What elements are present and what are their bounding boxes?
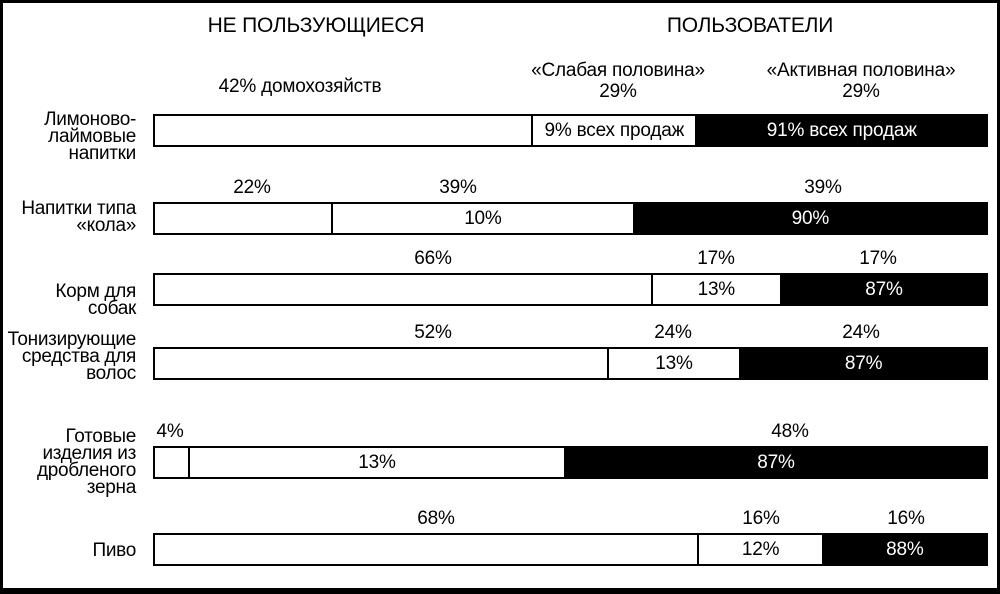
segment-top-label: 52% xyxy=(414,322,452,343)
segment-nonusers xyxy=(155,116,531,145)
stacked-bar: 13% 87% xyxy=(153,446,988,479)
segment-weak-half: 9% всех продаж xyxy=(531,116,695,145)
stacked-bar: 10% 90% xyxy=(153,202,988,235)
segment-weak-half: 13% xyxy=(606,349,739,378)
active-half-value: 29% xyxy=(842,81,880,102)
category-label: Корм для собак xyxy=(55,281,136,319)
column-header-nonusers: НЕ ПОЛЬЗУЮЩИЕСЯ xyxy=(207,14,425,37)
segment-top-label: 17% xyxy=(697,248,735,269)
stacked-bar: 13% 87% xyxy=(153,273,988,306)
segment-top-label: 39% xyxy=(804,177,842,198)
weak-half-header: «Слабая половина» 29% xyxy=(531,60,705,102)
segment-top-label: 24% xyxy=(654,322,692,343)
segment-active-half: 90% xyxy=(632,204,986,233)
weak-half-title: «Слабая половина» xyxy=(531,60,705,81)
category-label: Готовые изделия из дробленого зерна xyxy=(36,426,136,498)
segment-nonusers xyxy=(155,535,697,564)
segment-top-label: 66% xyxy=(414,248,452,269)
segment-active-half: 87% xyxy=(739,349,986,378)
segment-weak-half: 13% xyxy=(187,448,564,477)
category-label: Напитки типа «кола» xyxy=(21,198,136,236)
category-label: Тонизирующие средства для волос xyxy=(7,329,137,384)
segment-weak-half: 13% xyxy=(650,275,780,304)
segment-top-label: 16% xyxy=(742,508,780,529)
category-label: Лимоново-лаймовые напитки xyxy=(44,109,136,164)
category-label: Пиво xyxy=(92,540,136,561)
segment-top-label: 48% xyxy=(771,421,809,442)
segment-active-half: 91% всех продаж xyxy=(695,116,987,145)
segment-weak-half: 10% xyxy=(331,204,633,233)
column-header-users: ПОЛЬЗОВАТЕЛИ xyxy=(666,14,834,37)
segment-top-label: 4% xyxy=(156,421,184,442)
active-half-title: «Активная половина» xyxy=(766,60,956,81)
segment-nonusers xyxy=(155,204,331,233)
segment-nonusers xyxy=(155,448,188,477)
segment-top-label: 16% xyxy=(887,508,925,529)
segment-nonusers xyxy=(155,349,607,378)
segment-top-label: 39% xyxy=(439,177,477,198)
households-share-label: 42% домохозяйств xyxy=(218,76,382,97)
stacked-bar: 13% 87% xyxy=(153,347,988,380)
segment-top-label: 24% xyxy=(842,322,880,343)
segment-active-half: 88% xyxy=(821,535,986,564)
segment-nonusers xyxy=(155,275,651,304)
active-half-header: «Активная половина» 29% xyxy=(767,60,956,102)
stacked-bar: 12% 88% xyxy=(153,533,988,566)
segment-active-half: 87% xyxy=(780,275,987,304)
segment-top-label: 22% xyxy=(233,177,271,198)
segment-weak-half: 12% xyxy=(697,535,821,564)
stacked-bar: 9% всех продаж 91% всех продаж xyxy=(153,114,988,147)
segment-top-label: 68% xyxy=(417,508,455,529)
weak-half-value: 29% xyxy=(599,81,637,102)
segment-top-label: 17% xyxy=(859,248,897,269)
segment-active-half: 87% xyxy=(564,448,986,477)
